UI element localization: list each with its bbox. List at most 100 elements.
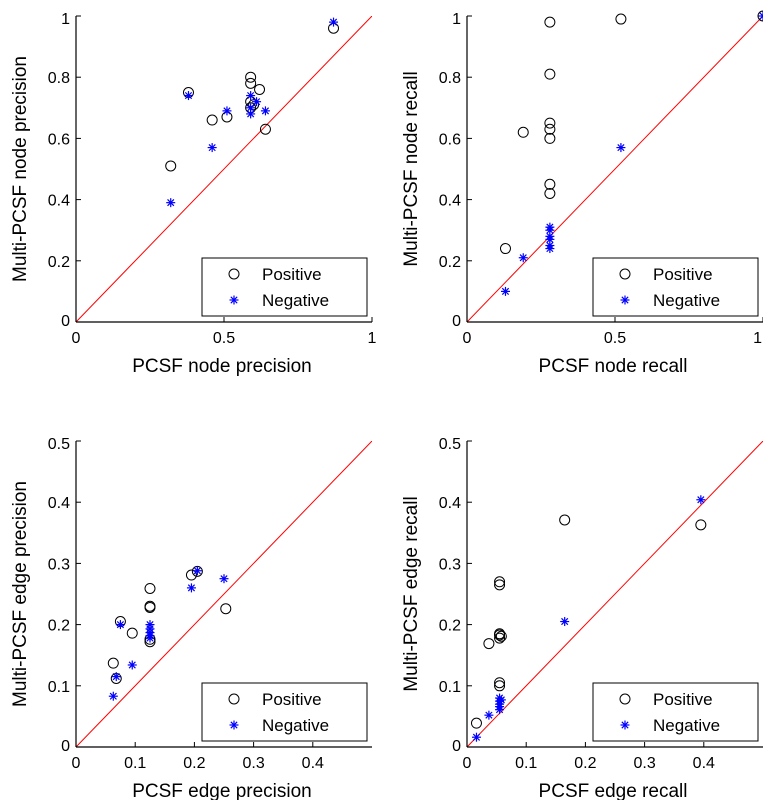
data-point-positive [185, 569, 197, 581]
data-point-positive [254, 83, 266, 95]
y-tick-label: 0 [452, 738, 461, 755]
diagonal-line [76, 16, 372, 322]
y-tick-label: 0.3 [439, 556, 461, 573]
data-point-negative [207, 143, 217, 153]
series-positive [499, 10, 763, 255]
legend-label-negative: Negative [653, 716, 720, 735]
data-point-positive [494, 629, 506, 641]
y-tick-label: 0.2 [48, 618, 70, 635]
y-tick-label: 0.4 [48, 495, 70, 512]
x-tick-label: 0.2 [574, 755, 596, 772]
legend-label-positive: Positive [653, 265, 713, 284]
data-point-negative [518, 253, 528, 263]
y-tick-label: 0.6 [439, 131, 461, 148]
y-tick-label: 0.4 [439, 193, 461, 210]
data-point-positive [245, 71, 257, 83]
legend-label-positive: Positive [653, 690, 713, 709]
data-point-positive [544, 187, 556, 199]
y-tick-label: 0.2 [439, 254, 461, 271]
data-point-negative [166, 198, 176, 208]
legend-label-negative: Negative [262, 716, 329, 735]
y-tick-label: 0 [61, 313, 70, 330]
series-positive [107, 565, 232, 684]
data-point-negative [192, 566, 202, 576]
data-point-positive [544, 68, 556, 80]
data-point-positive [544, 132, 556, 144]
y-tick-label: 1 [61, 11, 70, 28]
data-point-positive [494, 680, 506, 692]
diagonal-line [467, 16, 763, 322]
data-point-negative [219, 574, 229, 584]
data-point-negative [246, 103, 256, 113]
legend-marker-negative [229, 295, 239, 305]
x-axis-label: PCSF node precision [132, 356, 312, 377]
legend-label-positive: Positive [262, 690, 322, 709]
y-axis-label: Multi-PCSF edge recall [401, 496, 422, 691]
diagonal-line [467, 441, 763, 747]
data-point-positive [757, 10, 763, 22]
data-point-negative [108, 691, 118, 701]
data-point-positive [144, 601, 156, 613]
y-tick-label: 0.3 [48, 556, 70, 573]
y-tick-label: 0.1 [48, 679, 70, 696]
y-tick-label: 0.6 [48, 131, 70, 148]
x-tick-label: 0.3 [633, 755, 655, 772]
data-point-positive [144, 582, 156, 594]
y-axis-label: Multi-PCSF node recall [401, 71, 422, 266]
data-point-positive [544, 178, 556, 190]
data-point-negative [329, 17, 339, 27]
y-axis-label: Multi-PCSF node precision [10, 56, 31, 282]
data-point-negative [115, 620, 125, 630]
data-point-positive [499, 243, 511, 255]
data-point-negative [252, 97, 262, 107]
data-point-negative [500, 286, 510, 296]
x-tick-label: 0.3 [242, 755, 264, 772]
legend: Positive Negative [201, 682, 368, 742]
data-point-positive [494, 576, 506, 588]
data-point-negative [260, 106, 270, 116]
legend-label-negative: Negative [262, 291, 329, 310]
x-tick-label: 0.1 [515, 755, 537, 772]
data-point-negative [183, 91, 193, 101]
data-point-negative [616, 143, 626, 153]
legend-box [201, 257, 368, 317]
legend-label-negative: Negative [653, 291, 720, 310]
y-tick-label: 0.2 [439, 618, 461, 635]
data-point-positive [695, 519, 707, 531]
data-point-positive [544, 117, 556, 129]
y-tick-label: 0.5 [439, 436, 461, 453]
legend-marker-positive [228, 693, 240, 705]
legend: Positive Negative [592, 682, 759, 742]
series-negative [500, 11, 763, 296]
data-point-negative [545, 244, 555, 254]
data-point-positive [165, 160, 177, 172]
series-negative [471, 495, 706, 742]
y-tick-label: 0.1 [439, 679, 461, 696]
y-tick-label: 0.5 [48, 436, 70, 453]
data-point-positive [259, 123, 271, 135]
data-point-negative [758, 11, 763, 21]
series-positive [165, 22, 340, 172]
data-point-negative [496, 695, 506, 705]
chart-panel-3: 0 0.1 0.2 0.3 0.4 0 0.1 0.2 0.3 0.4 0.5 PCSF edge p… [10, 436, 372, 800]
legend: Positive Negative [201, 257, 368, 317]
y-tick-label: 0.4 [439, 495, 461, 512]
data-point-positive [495, 630, 507, 642]
data-point-negative [495, 705, 505, 715]
data-point-negative [696, 495, 706, 505]
data-point-positive [220, 603, 232, 615]
data-point-negative [145, 633, 155, 643]
x-tick-label: 0.5 [604, 330, 626, 347]
y-tick-label: 0.2 [48, 254, 70, 271]
series-positive [470, 514, 707, 729]
data-point-negative [111, 672, 121, 682]
data-point-negative [560, 617, 570, 627]
data-point-positive [483, 638, 495, 650]
legend-marker-positive [228, 268, 240, 280]
data-point-negative [246, 91, 256, 101]
legend-box [201, 682, 368, 742]
legend-marker-negative [620, 295, 630, 305]
series-negative [108, 566, 229, 701]
chart-panel-4: 0 0.1 0.2 0.3 0.4 0 0.1 0.2 0.3 0.4 0.5 PCSF edge r… [401, 436, 763, 800]
data-point-positive [494, 632, 506, 644]
